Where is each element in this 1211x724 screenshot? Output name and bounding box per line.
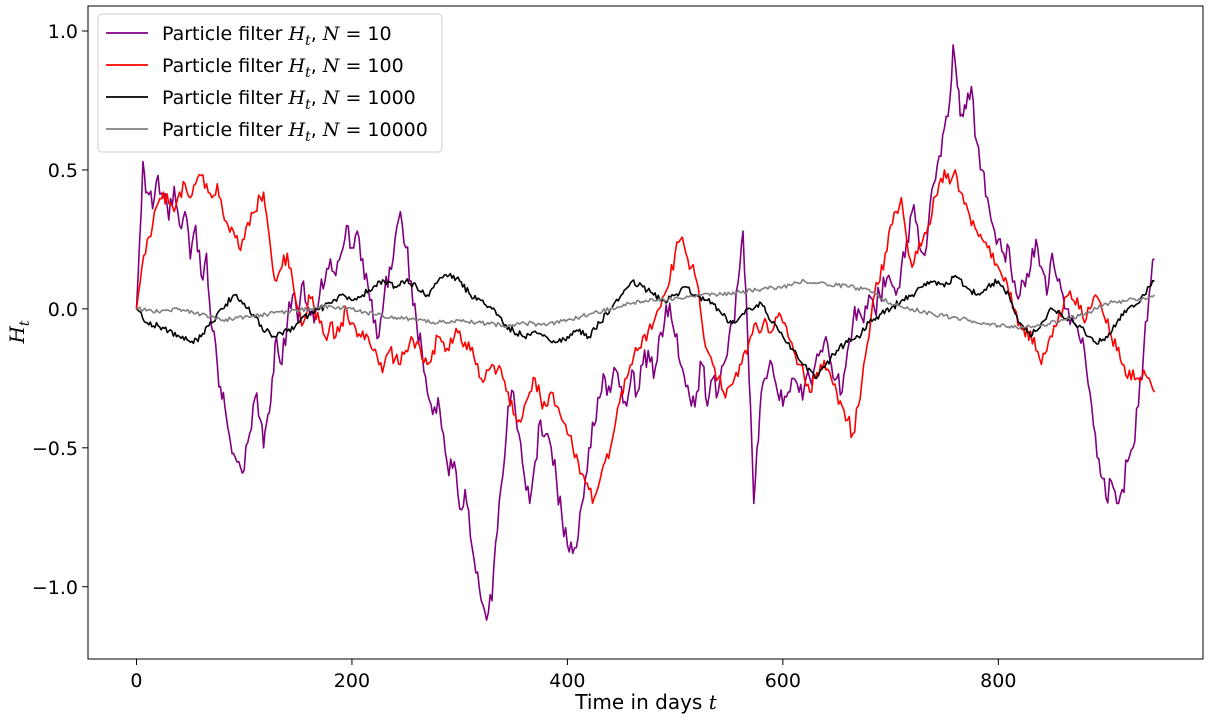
series-line-3 bbox=[136, 278, 1156, 330]
x-tick-label: 0 bbox=[130, 670, 142, 692]
series-layer bbox=[135, 44, 1156, 621]
y-tick-label: 0.5 bbox=[48, 160, 78, 182]
series-line-1 bbox=[135, 169, 1156, 505]
legend-label-2: Particle filter Ht, N = 1000 bbox=[162, 87, 416, 113]
x-tick-label: 800 bbox=[980, 670, 1016, 692]
x-tick-label: 600 bbox=[765, 670, 801, 692]
y-axis-ticks: −1.0 −0.5 0.0 0.5 1.0 bbox=[32, 21, 88, 599]
y-axis-label: Ht bbox=[5, 320, 33, 344]
legend: Particle filter Ht, N = 10 Particle filte… bbox=[97, 13, 443, 153]
x-tick-label: 200 bbox=[334, 670, 370, 692]
legend-label-1: Particle filter Ht, N = 100 bbox=[162, 55, 404, 81]
series-line-2 bbox=[135, 272, 1155, 380]
x-tick-label: 400 bbox=[549, 670, 585, 692]
y-tick-label: −1.0 bbox=[32, 577, 78, 599]
series-line-0 bbox=[135, 44, 1155, 621]
x-axis-ticks: 0 200 400 600 800 bbox=[130, 659, 1016, 692]
legend-label-0: Particle filter Ht, N = 10 bbox=[162, 23, 392, 49]
y-tick-label: 1.0 bbox=[48, 21, 78, 43]
legend-label-3: Particle filter Ht, N = 10000 bbox=[162, 119, 428, 145]
legend-box bbox=[97, 13, 443, 153]
x-axis-label: Time in days t bbox=[574, 690, 717, 714]
y-tick-label: −0.5 bbox=[32, 438, 78, 460]
y-tick-label: 0.0 bbox=[48, 299, 78, 321]
